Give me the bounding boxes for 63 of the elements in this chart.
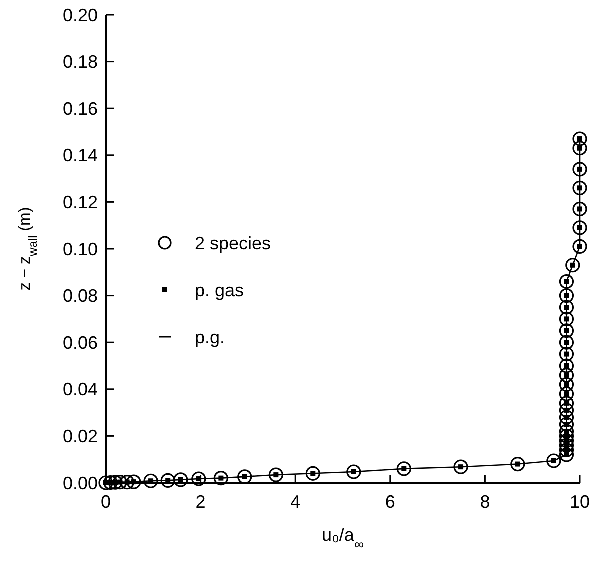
point — [192, 472, 206, 486]
point — [572, 162, 588, 177]
point — [559, 368, 574, 383]
point — [572, 220, 588, 236]
point — [346, 464, 362, 480]
point — [559, 274, 574, 290]
point — [572, 180, 588, 196]
x-tick-label: 8 — [480, 492, 490, 512]
y-tick-label: 0.06 — [62, 332, 98, 353]
point — [559, 312, 574, 326]
x-axis-title: u₀/a$_{∞}$ — [322, 525, 364, 552]
legend-label: 2 species — [195, 233, 272, 254]
point — [396, 462, 412, 476]
point — [572, 141, 588, 156]
point — [559, 403, 574, 418]
point — [510, 456, 526, 472]
point — [559, 410, 574, 425]
point — [559, 324, 574, 338]
point — [559, 417, 574, 432]
x-tick-label: 6 — [385, 492, 396, 512]
point — [559, 335, 574, 350]
point — [306, 466, 320, 481]
x-tick-label: 4 — [290, 492, 301, 512]
x-tick-label: 10 — [570, 492, 590, 512]
x-tick-label: 2 — [196, 492, 206, 512]
point — [546, 454, 562, 468]
point — [559, 358, 574, 374]
point — [268, 468, 284, 482]
y-tick-label: 0.12 — [62, 192, 98, 212]
point — [238, 470, 252, 484]
point — [572, 132, 588, 146]
y-tick-label: 0.10 — [62, 239, 98, 260]
y-tick-label: 0.18 — [62, 52, 98, 72]
legend-label: p. gas — [195, 280, 244, 300]
point — [572, 239, 588, 254]
y-tick-label: 0.16 — [62, 98, 98, 119]
point — [559, 347, 574, 362]
point — [112, 475, 128, 490]
point — [214, 471, 228, 486]
point — [559, 448, 574, 462]
legend-label: p.g. — [195, 327, 226, 348]
point — [144, 474, 158, 488]
x-tick-label: 0 — [100, 492, 112, 512]
point — [559, 396, 574, 411]
point — [559, 386, 574, 402]
point — [126, 474, 142, 490]
y-tick-label: 0.04 — [62, 380, 98, 400]
point — [566, 258, 580, 273]
point — [454, 460, 468, 474]
point — [572, 202, 588, 217]
point — [174, 472, 188, 488]
point — [559, 300, 574, 315]
point — [120, 475, 135, 490]
point — [98, 476, 114, 490]
y-tick-label: 0.20 — [62, 5, 98, 26]
y-tick-label: 0.14 — [62, 146, 98, 166]
point — [559, 288, 574, 304]
point — [160, 473, 176, 488]
y-tick-label: 0.00 — [62, 473, 98, 494]
y-tick-label: 0.02 — [62, 426, 98, 446]
point — [559, 377, 574, 392]
point — [559, 424, 574, 439]
y-tick-label: 0.08 — [62, 286, 98, 306]
